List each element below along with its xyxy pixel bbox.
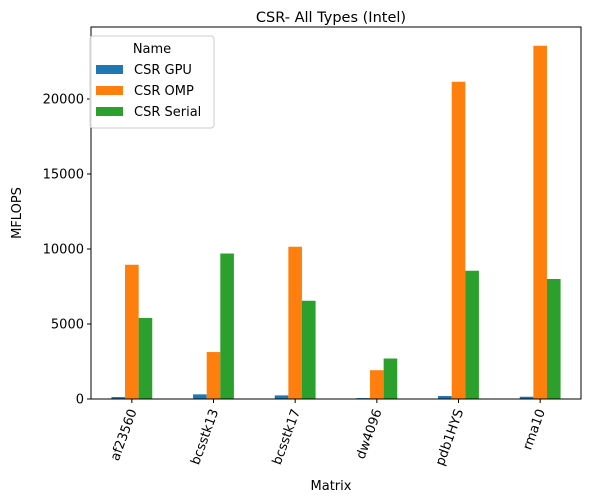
legend-items: CSR GPU CSR OMP CSR Serial xyxy=(96,63,201,120)
bar-csr-gpu-bcsstk13 xyxy=(193,394,207,399)
legend-swatch xyxy=(96,107,123,116)
legend-swatch xyxy=(96,86,123,95)
bar-csr-serial-bcsstk13 xyxy=(220,253,234,399)
y-tick-label: 5000 xyxy=(51,318,84,333)
bar-csr-gpu-pdb1hys xyxy=(438,396,452,399)
y-tick-label: 20000 xyxy=(43,93,84,108)
bar-csr-serial-rma10 xyxy=(546,279,561,399)
bar-csr-omp-bcsstk17 xyxy=(288,246,302,399)
x-axis: af23560 bcsstk13 bcsstk17 dw4096 pdb1HYS rma1… xyxy=(108,399,549,468)
bars-layer xyxy=(111,45,561,399)
y-tick-label: 0 xyxy=(76,393,84,408)
bar-csr-serial-af23560 xyxy=(138,318,153,399)
bar-csr-gpu-af23560 xyxy=(111,397,126,399)
legend-label: CSR Serial xyxy=(134,105,201,120)
y-axis-label: MFLOPS xyxy=(10,187,25,239)
bar-csr-serial-pdb1hys xyxy=(465,270,479,399)
y-tick-label: 15000 xyxy=(43,168,84,183)
legend-box xyxy=(89,35,215,129)
bar-csr-gpu-bcsstk17 xyxy=(274,395,289,399)
plot-frame xyxy=(90,26,582,400)
bar-csr-omp-bcsstk13 xyxy=(206,352,221,399)
legend-label: CSR GPU xyxy=(134,63,192,78)
bar-csr-serial-dw4096 xyxy=(383,358,398,399)
chart-title: CSR- All Types (Intel) xyxy=(256,10,406,26)
y-axis: 0 5000 10000 15000 20000 xyxy=(43,93,91,408)
bar-csr-gpu-rma10 xyxy=(519,396,534,399)
x-tick-label: rma10 xyxy=(520,407,549,452)
legend-title: Name xyxy=(133,42,171,57)
bar-csr-omp-rma10 xyxy=(533,45,547,399)
y-tick-label: 10000 xyxy=(43,243,84,258)
bar-csr-omp-af23560 xyxy=(125,264,139,399)
bar-csr-omp-dw4096 xyxy=(370,370,384,399)
x-axis-label: Matrix xyxy=(311,479,352,494)
x-tick-label: bcsstk17 xyxy=(270,407,304,467)
bar-csr-omp-pdb1hys xyxy=(451,81,466,399)
legend-swatch xyxy=(96,65,123,74)
bar-csr-serial-bcsstk17 xyxy=(301,300,316,399)
x-tick-label: bcsstk13 xyxy=(188,407,222,467)
legend-label: CSR OMP xyxy=(134,84,194,99)
x-tick-label: dw4096 xyxy=(354,407,386,461)
x-tick-label: af23560 xyxy=(108,407,141,463)
x-tick-label: pdb1HYS xyxy=(433,407,467,468)
legend: Name CSR GPU CSR OMP CSR Serial xyxy=(89,35,215,129)
